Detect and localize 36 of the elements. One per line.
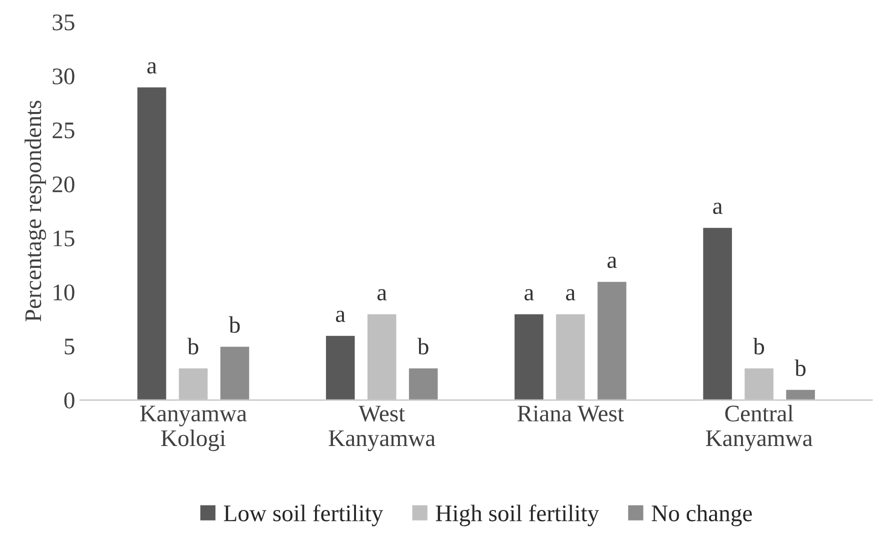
data-label: a (608, 256, 617, 268)
x-tick-label: Kanyamwa Kologi (140, 406, 247, 452)
x-tick-label: West Kanyamwa (328, 406, 436, 452)
data-label: b (228, 316, 240, 333)
data-label: a (524, 289, 534, 300)
data-label: b (187, 338, 198, 354)
y-tick-label: 5 (64, 338, 74, 354)
data-label: a (566, 289, 576, 300)
bar (596, 280, 628, 400)
bar (324, 334, 356, 400)
y-tick-label: 20 (52, 176, 74, 192)
data-label: a (377, 289, 387, 300)
legend-label: Low soil fertility (224, 504, 384, 526)
y-tick-label: 30 (52, 68, 74, 84)
bar (408, 366, 440, 400)
data-label: b (794, 359, 806, 376)
legend-label: High soil fertility (436, 504, 600, 526)
data-label: b (753, 338, 764, 354)
x-tick-label: Riana West (518, 406, 624, 422)
y-tick-label: 0 (64, 392, 74, 408)
data-label: b (417, 338, 428, 354)
data-label: a (147, 62, 157, 74)
y-tick-label: 15 (54, 230, 74, 246)
legend-label: No change (652, 504, 752, 526)
bar (784, 388, 816, 400)
x-tick-label: Central Kanyamwa (706, 404, 812, 452)
bar (513, 312, 545, 400)
bar (218, 345, 251, 400)
data-label: a (336, 310, 346, 322)
data-label: a (713, 202, 722, 214)
y-tick-label: 10 (54, 284, 74, 300)
y-tick-label: 35 (52, 14, 74, 30)
y-axis-title: Percentage respondents (24, 100, 46, 322)
y-tick-label: 25 (52, 122, 74, 138)
bar (136, 86, 168, 400)
bar (702, 226, 734, 400)
